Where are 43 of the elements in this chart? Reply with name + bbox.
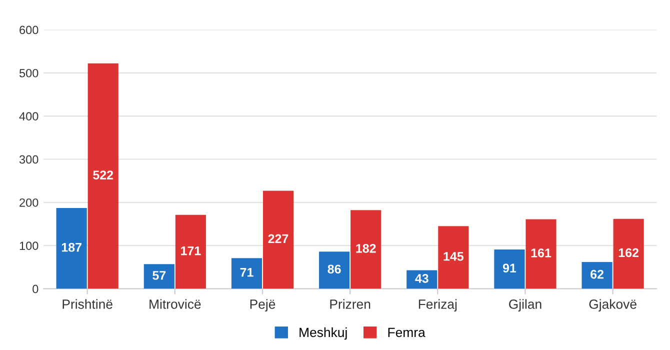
- bar: [231, 258, 262, 289]
- bar: [88, 63, 118, 289]
- data-label: 162: [618, 248, 639, 258]
- data-label: 187: [62, 242, 82, 252]
- legend-label: Femra: [388, 328, 426, 338]
- x-tick-label: Mitrovicë: [150, 299, 201, 309]
- bar: [144, 264, 174, 289]
- data-label: 145: [444, 252, 464, 261]
- x-tick-label: Pejë: [250, 299, 276, 312]
- x-tick-label: Gjakovë: [589, 299, 636, 312]
- bar: [56, 208, 87, 289]
- x-tick-label: Prishtinë: [62, 299, 112, 309]
- y-tick-label: 100: [20, 242, 38, 250]
- y-tick-label: 0: [32, 284, 38, 294]
- bar: [613, 218, 644, 289]
- y-tick-label: 400: [19, 112, 38, 120]
- bar: [175, 214, 206, 289]
- data-label: 171: [181, 246, 201, 256]
- y-tick-label: 500: [19, 68, 38, 78]
- data-label: 86: [328, 264, 341, 274]
- data-label: 57: [152, 271, 166, 280]
- data-label: 161: [531, 248, 552, 258]
- y-tick-label: 200: [20, 198, 38, 207]
- y-tick-label: 600: [20, 26, 38, 34]
- data-label: 227: [268, 234, 288, 243]
- bar: [494, 249, 525, 289]
- data-label: 43: [415, 274, 428, 283]
- bar: [319, 252, 350, 289]
- bar: [438, 226, 469, 289]
- bar: [262, 190, 294, 289]
- legend-label: Meshkuj: [300, 327, 347, 340]
- bar: [350, 210, 382, 289]
- bar: [526, 219, 556, 289]
- x-tick-label: Prizren: [330, 299, 370, 309]
- data-label: 71: [240, 268, 254, 277]
- bar: [582, 262, 612, 289]
- x-tick-label: Ferizaj: [418, 299, 457, 312]
- y-tick-label: 300: [19, 155, 38, 164]
- data-label: 91: [502, 264, 516, 272]
- data-label: 62: [590, 270, 604, 279]
- x-tick-label: Gjilan: [509, 299, 542, 312]
- data-label: 522: [93, 170, 114, 180]
- data-label: 182: [356, 244, 376, 253]
